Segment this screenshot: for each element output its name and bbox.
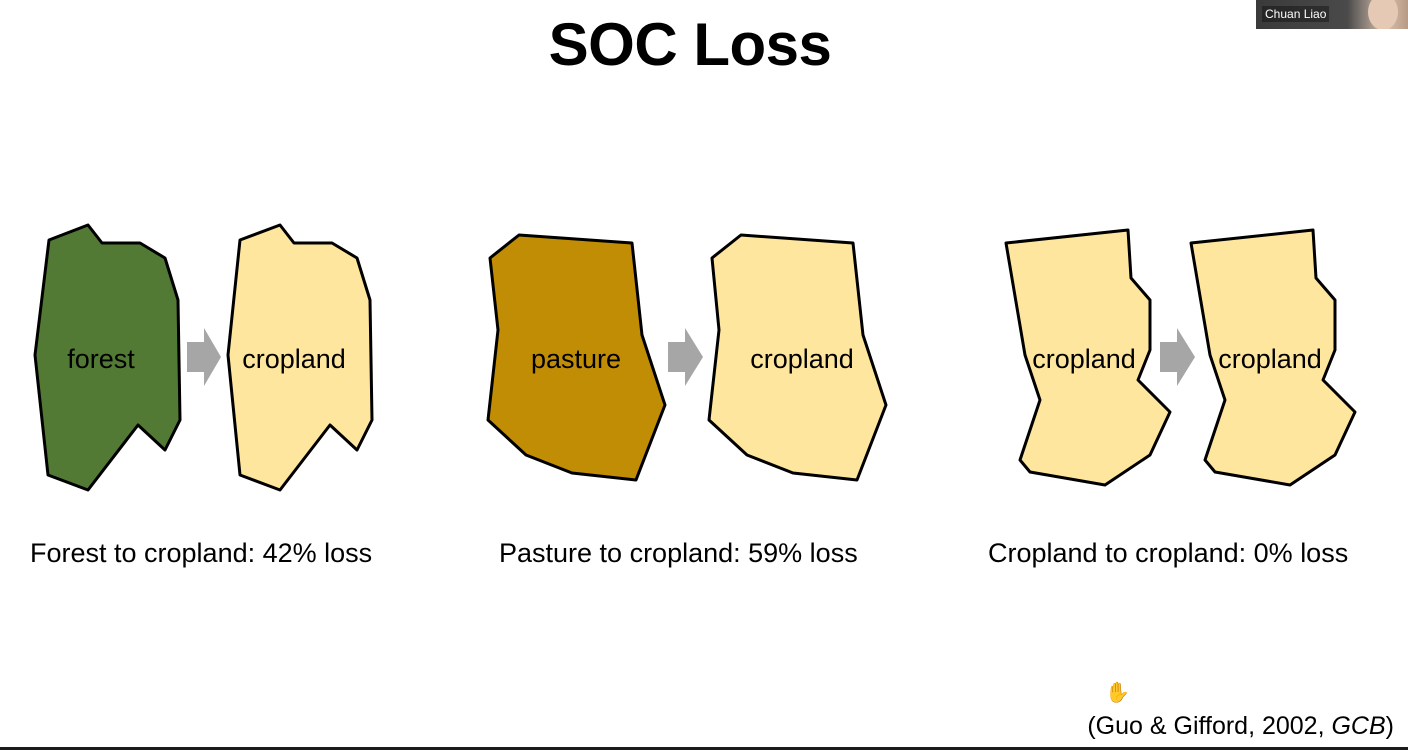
cropland-shape: [1189, 228, 1357, 487]
participant-face: [1368, 0, 1398, 29]
arrow-icon: [668, 328, 703, 386]
participant-video-tile[interactable]: Chuan Liao: [1256, 0, 1408, 29]
citation-prefix: (Guo & Gifford, 2002,: [1087, 712, 1332, 740]
bottom-divider: [0, 747, 1408, 750]
arrow-icon: [187, 328, 221, 386]
transition-forest-to-cropland: forest cropland: [33, 223, 374, 492]
cropland-label: cropland: [750, 344, 854, 374]
citation-journal: GCB: [1331, 712, 1386, 740]
transition-cropland-to-cropland: cropland cropland: [1004, 228, 1357, 487]
slide-title: SOC Loss: [548, 11, 832, 78]
citation: (Guo & Gifford, 2002, GCB): [1087, 712, 1394, 741]
citation-suffix: ): [1385, 712, 1394, 740]
forest-label: forest: [67, 344, 135, 374]
arrow-icon: [1160, 328, 1195, 386]
cropland-label: cropland: [1218, 344, 1322, 374]
cropland-shape: [707, 233, 888, 482]
transition-pasture-to-cropland: pasture cropland: [486, 233, 888, 482]
cropland-label: cropland: [242, 344, 346, 374]
participant-name: Chuan Liao: [1262, 6, 1330, 22]
caption-cropland-to-cropland: Cropland to cropland: 0% loss: [988, 538, 1349, 568]
cropland-shape: [226, 223, 374, 492]
forest-shape: [33, 223, 182, 492]
cropland-label: cropland: [1032, 344, 1136, 374]
pasture-shape: [486, 233, 667, 482]
cropland-shape: [1004, 228, 1172, 487]
caption-forest-to-cropland: Forest to cropland: 42% loss: [30, 538, 373, 568]
pasture-label: pasture: [531, 344, 621, 374]
hand-cursor-icon: ✋: [1105, 682, 1130, 704]
caption-pasture-to-cropland: Pasture to cropland: 59% loss: [499, 538, 858, 568]
